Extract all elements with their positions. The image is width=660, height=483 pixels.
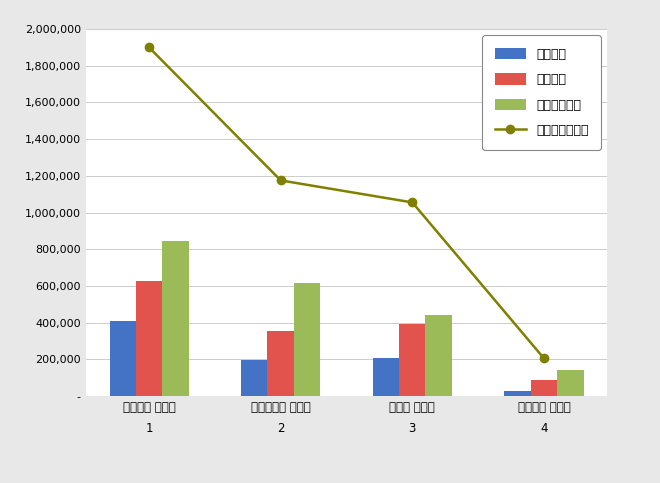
Legend: 참여지수, 소통지수, 커뮤니티지수, 브랜드평판지수: 참여지수, 소통지수, 커뮤니티지수, 브랜드평판지수 <box>482 35 601 150</box>
Bar <box>110 321 136 396</box>
Bar <box>241 360 267 396</box>
Bar <box>162 241 189 396</box>
Line: 브랜드평판지수: 브랜드평판지수 <box>145 43 548 363</box>
브랜드평판지수 <box>540 355 548 361</box>
Bar <box>399 324 426 396</box>
Bar <box>557 370 583 396</box>
브랜드평판지수 <box>277 177 284 183</box>
Bar <box>426 315 452 396</box>
Bar <box>294 283 320 396</box>
브랜드평판지수 <box>409 199 416 205</box>
Bar <box>531 381 557 396</box>
브랜드평판지수 <box>145 44 153 50</box>
Bar <box>373 357 399 396</box>
Bar <box>136 281 162 396</box>
Bar <box>504 391 531 396</box>
Bar <box>267 331 294 396</box>
